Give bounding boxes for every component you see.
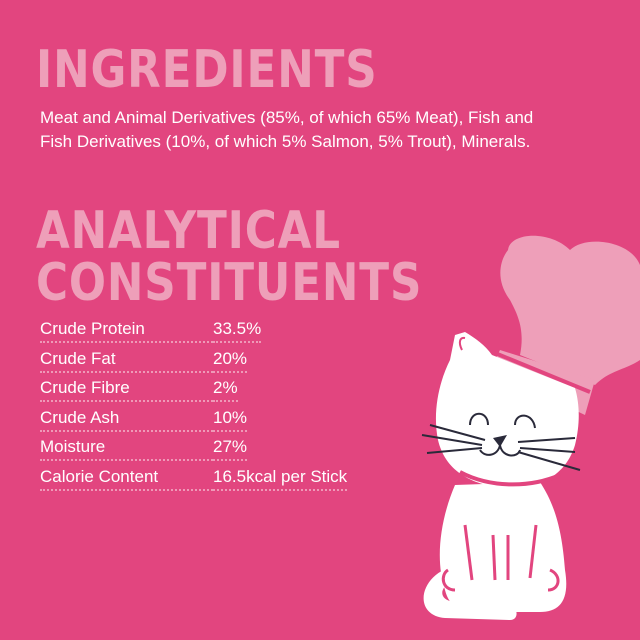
table-row: Calorie Content 16.5kcal per Stick	[40, 466, 348, 496]
analytical-heading-line2: CONSTITUENTS	[36, 253, 423, 313]
table-row: Moisture 27%	[40, 436, 347, 466]
row-label: Moisture	[40, 436, 213, 462]
ingredients-text: Meat and Animal Derivatives (85%, of whi…	[40, 108, 534, 151]
row-label: Crude Fibre	[40, 377, 213, 403]
row-label: Crude Ash	[40, 407, 213, 432]
ingredients-heading: INGREDIENTS	[36, 40, 378, 100]
table-row: Crude Protein 33.5%	[40, 318, 347, 348]
analytical-heading-line1: ANALYTICAL	[36, 201, 341, 261]
table-row: Crude Ash 10%	[40, 407, 347, 437]
row-value: 20%	[213, 348, 248, 373]
row-value: 33.5%	[213, 318, 262, 343]
table-row: Crude Fibre 2%	[40, 377, 347, 407]
cat-chef-illustration	[421, 235, 640, 620]
row-value: 16.5kcal per Stick	[213, 466, 348, 491]
row-value: 27%	[213, 436, 248, 462]
row-value: 2%	[213, 377, 238, 403]
row-value: 10%	[213, 407, 248, 432]
cat-face	[421, 412, 581, 471]
table-row: Crude Fat 20%	[40, 348, 347, 378]
row-label: Crude Protein	[40, 318, 213, 343]
constituents-table: Crude Protein 33.5% Crude Fat 20% Crude Fi…	[40, 318, 348, 496]
row-label: Calorie Content	[40, 466, 213, 491]
row-label: Crude Fat	[40, 348, 213, 373]
